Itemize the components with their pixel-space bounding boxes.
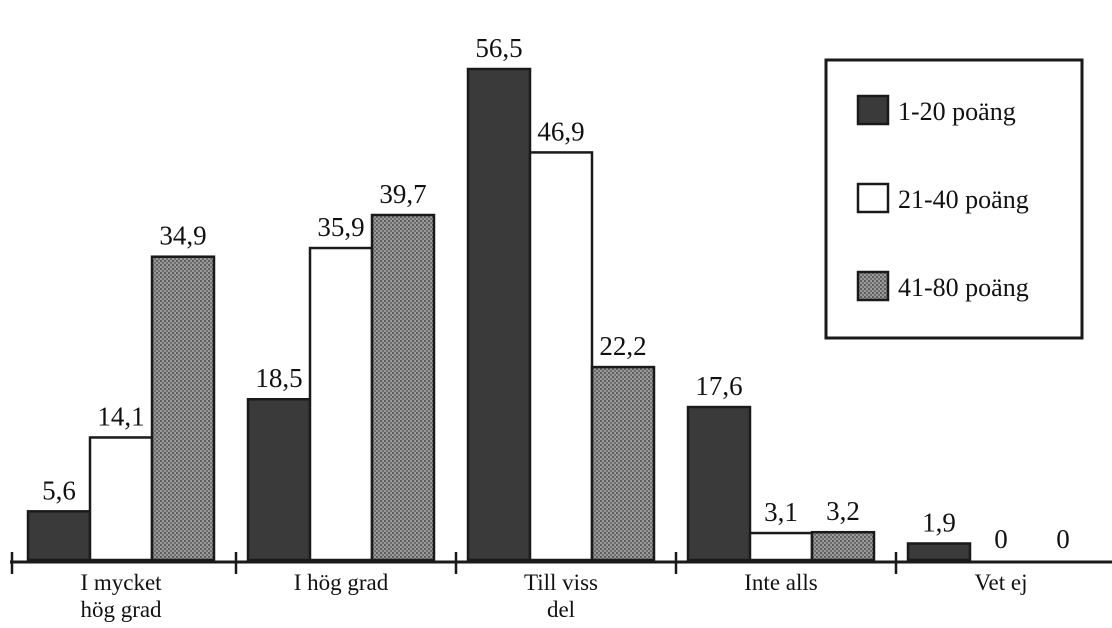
x-axis xyxy=(10,552,1112,574)
bars-layer xyxy=(26,67,972,562)
bar-inte-alls-series-3 xyxy=(810,530,876,562)
category-label-i-mycket-h-g-grad-line-2: hög grad xyxy=(80,597,162,622)
value-label-vet-ej-series-1: 1,9 xyxy=(922,507,956,537)
category-label-till-viss-del-line-1: Till viss xyxy=(524,570,598,595)
legend-swatch-series-3 xyxy=(856,270,890,302)
category-label-till-viss-del-line-2: del xyxy=(547,597,575,622)
legend: 1-20 poäng 21-40 poäng 41-80 poäng xyxy=(824,58,1084,340)
category-label-i-mycket-h-g-grad-line-1: I mycket xyxy=(80,570,162,595)
legend-label-series-1: 1-20 poäng xyxy=(898,97,1016,126)
value-label-i-mycket-h-g-grad-series-1: 5,6 xyxy=(42,475,76,505)
value-label-till-viss-del-series-1: 56,5 xyxy=(475,33,522,63)
bar-till-viss-del-series-3 xyxy=(590,365,656,562)
value-label-i-mycket-h-g-grad-series-2: 14,1 xyxy=(97,401,144,431)
value-label-vet-ej-series-3: 0 xyxy=(1056,524,1070,554)
bar-i-mycket-h-g-grad-series-3 xyxy=(150,255,216,562)
legend-swatch-series-2 xyxy=(856,182,890,214)
value-label-inte-alls-series-2: 3,1 xyxy=(764,497,798,527)
bar-i-h-g-grad-series-2 xyxy=(308,246,374,562)
category-label-inte-alls: Inte alls xyxy=(744,570,817,595)
bar-i-h-g-grad-series-3 xyxy=(370,213,436,562)
value-label-i-mycket-h-g-grad-series-3: 34,9 xyxy=(159,221,206,251)
legend-label-series-2: 21-40 poäng xyxy=(898,185,1029,214)
value-label-till-viss-del-series-2: 46,9 xyxy=(537,116,584,146)
legend-swatch-series-1 xyxy=(856,94,890,126)
value-label-i-h-g-grad-series-3: 39,7 xyxy=(379,179,426,209)
bar-i-h-g-grad-series-1 xyxy=(246,397,312,562)
bar-inte-alls-series-1 xyxy=(686,405,752,562)
bar-i-mycket-h-g-grad-series-1 xyxy=(26,510,92,562)
legend-label-series-3: 41-80 poäng xyxy=(898,273,1029,302)
category-label-vet-ej: Vet ej xyxy=(974,570,1027,595)
value-label-inte-alls-series-3: 3,2 xyxy=(826,496,860,526)
bar-till-viss-del-series-2 xyxy=(528,151,594,562)
value-label-till-viss-del-series-3: 22,2 xyxy=(599,331,646,361)
bar-inte-alls-series-2 xyxy=(748,531,814,562)
bar-vet-ej-series-1 xyxy=(906,542,972,562)
category-label-i-h-g-grad: I hög grad xyxy=(294,570,389,595)
value-label-vet-ej-series-2: 0 xyxy=(994,524,1008,554)
value-labels-layer: 5,6 14,1 34,9 18,5 35,9 39,7 56,5 46,9 22,2 17,6 3… xyxy=(42,33,1070,554)
value-label-i-h-g-grad-series-2: 35,9 xyxy=(317,212,364,242)
bar-till-viss-del-series-1 xyxy=(466,67,532,562)
value-label-i-h-g-grad-series-1: 18,5 xyxy=(255,363,302,393)
value-label-inte-alls-series-1: 17,6 xyxy=(695,371,742,401)
bar-i-mycket-h-g-grad-series-2 xyxy=(88,436,154,562)
